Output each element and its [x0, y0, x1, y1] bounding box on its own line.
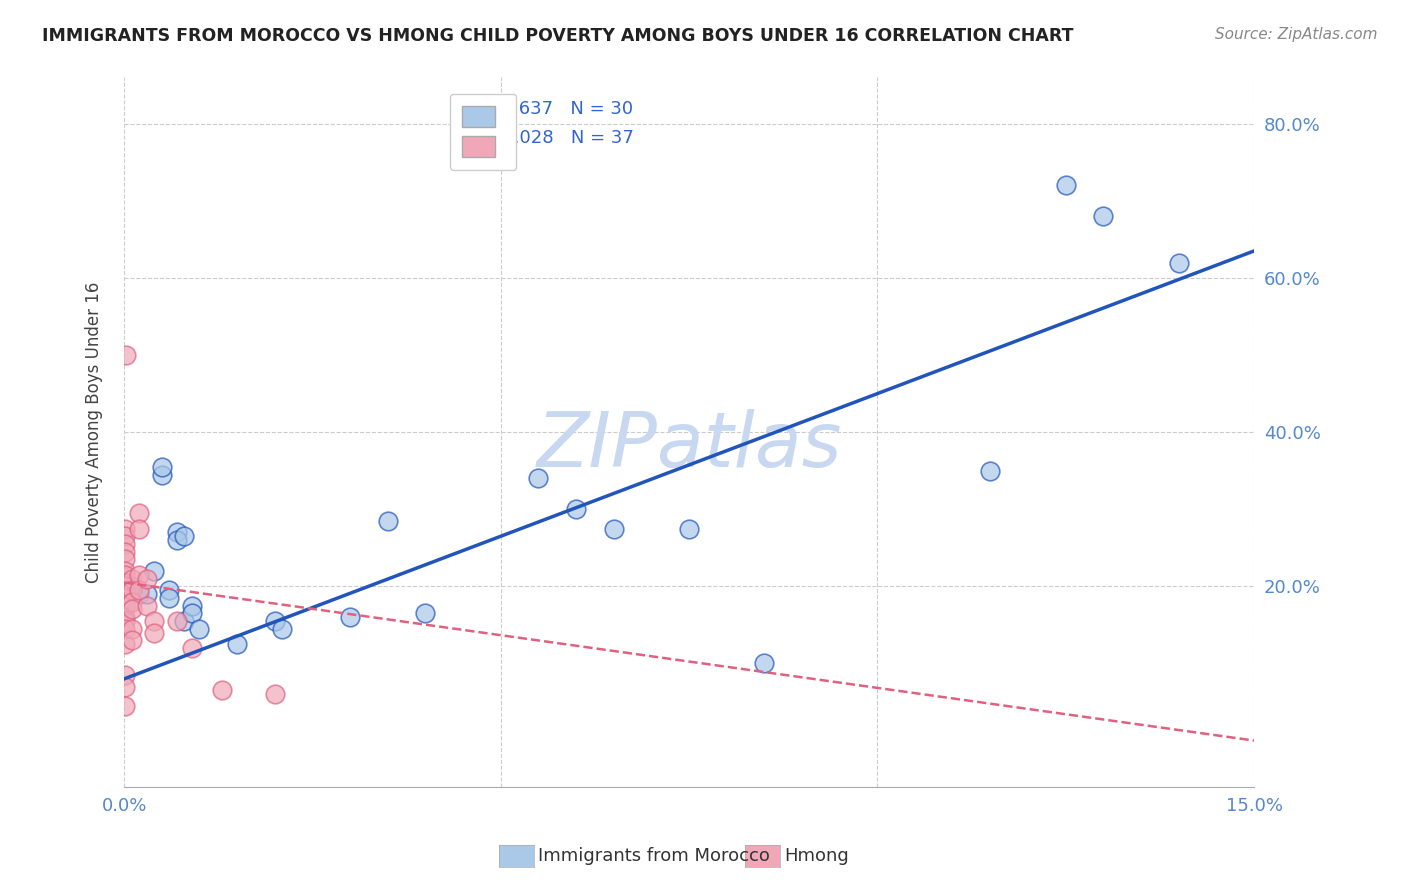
- Point: [263, 687, 285, 701]
- Y-axis label: Child Poverty Among Boys Under 16: Child Poverty Among Boys Under 16: [86, 282, 103, 582]
- Text: Immigrants from Morocco: Immigrants from Morocco: [538, 847, 770, 865]
- Point: [173, 529, 195, 543]
- Point: [678, 522, 700, 536]
- Legend: , : ,: [450, 94, 516, 169]
- Point: [114, 680, 136, 694]
- Point: [263, 614, 285, 628]
- Point: [157, 583, 180, 598]
- Point: [143, 614, 166, 628]
- Text: R =  0.637   N = 30: R = 0.637 N = 30: [457, 101, 634, 119]
- Point: [188, 622, 211, 636]
- Point: [114, 668, 136, 682]
- Point: [173, 614, 195, 628]
- Point: [226, 637, 249, 651]
- Point: [271, 622, 294, 636]
- Point: [121, 633, 143, 648]
- Point: [166, 525, 188, 540]
- Point: [121, 602, 143, 616]
- Point: [979, 464, 1001, 478]
- Point: [150, 467, 173, 482]
- Point: [114, 614, 136, 628]
- Point: [121, 579, 143, 593]
- Point: [211, 683, 233, 698]
- Point: [121, 583, 143, 598]
- Point: [114, 552, 136, 566]
- Point: [181, 641, 204, 656]
- Point: [166, 614, 188, 628]
- Point: [114, 348, 136, 362]
- Text: ZIPatlas: ZIPatlas: [537, 409, 842, 483]
- Point: [166, 533, 188, 547]
- Point: [114, 537, 136, 551]
- Point: [114, 544, 136, 558]
- Point: [1054, 178, 1077, 193]
- Point: [754, 657, 776, 671]
- Text: R = -0.028   N = 37: R = -0.028 N = 37: [457, 128, 634, 147]
- Point: [565, 502, 588, 516]
- Point: [415, 607, 437, 621]
- Point: [114, 698, 136, 713]
- Point: [143, 625, 166, 640]
- Point: [143, 564, 166, 578]
- Point: [114, 591, 136, 605]
- Point: [1092, 209, 1115, 223]
- Point: [114, 622, 136, 636]
- Point: [150, 459, 173, 474]
- Point: [527, 471, 550, 485]
- Point: [128, 506, 150, 520]
- Point: [339, 610, 361, 624]
- Point: [114, 567, 136, 582]
- Point: [114, 579, 136, 593]
- Point: [128, 587, 150, 601]
- Point: [121, 572, 143, 586]
- Point: [114, 529, 136, 543]
- Point: [157, 591, 180, 605]
- Point: [135, 572, 157, 586]
- Point: [114, 575, 136, 590]
- Point: [181, 607, 204, 621]
- Point: [114, 564, 136, 578]
- Point: [121, 622, 143, 636]
- Point: [135, 599, 157, 613]
- Point: [128, 522, 150, 536]
- Point: [128, 567, 150, 582]
- Point: [114, 610, 136, 624]
- Text: Source: ZipAtlas.com: Source: ZipAtlas.com: [1215, 27, 1378, 42]
- Point: [114, 637, 136, 651]
- Point: [135, 587, 157, 601]
- Point: [1167, 255, 1189, 269]
- Point: [114, 599, 136, 613]
- Point: [377, 514, 399, 528]
- Point: [121, 595, 143, 609]
- Point: [114, 522, 136, 536]
- Point: [128, 583, 150, 598]
- Point: [603, 522, 626, 536]
- Text: Hmong: Hmong: [785, 847, 849, 865]
- Point: [181, 599, 204, 613]
- Text: IMMIGRANTS FROM MOROCCO VS HMONG CHILD POVERTY AMONG BOYS UNDER 16 CORRELATION C: IMMIGRANTS FROM MOROCCO VS HMONG CHILD P…: [42, 27, 1074, 45]
